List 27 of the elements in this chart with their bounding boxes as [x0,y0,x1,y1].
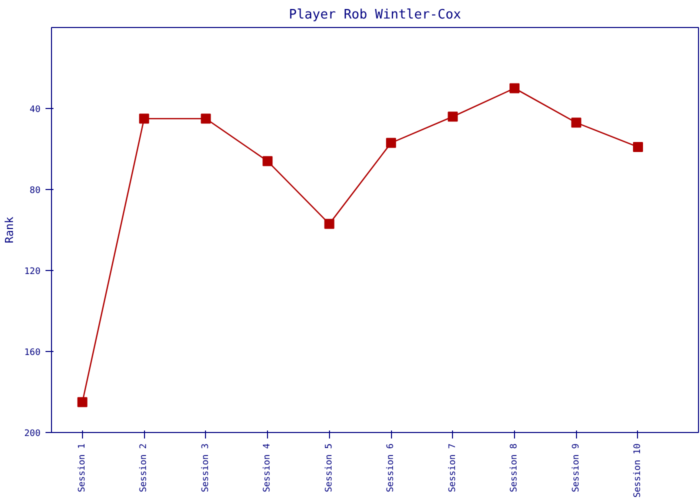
point [510,83,520,94]
point [324,218,334,229]
x-tick-label: Session 5 [324,443,334,492]
point [262,156,273,166]
y-tick-label: 200 [24,429,41,439]
point [200,114,211,124]
x-tick-label: Session 10 [633,443,643,498]
x-tick-label: Session 1 [77,443,88,492]
x-tick-label: Session 8 [510,443,520,492]
x-tick-label: Session 9 [571,443,582,492]
x-tick-label: Session 2 [139,443,150,492]
point [571,118,582,128]
x-tick-label: Session 3 [200,443,211,492]
point [633,142,643,152]
y-tick-label: 40 [30,105,41,115]
y-tick-label: 80 [30,186,41,196]
x-tick-label: Session 4 [262,443,273,492]
y-axis-title: Rank [3,216,16,244]
x-tick-label: Session 6 [386,443,396,492]
x-tick-label: Session 7 [448,443,458,492]
y-tick-label: 120 [24,267,41,277]
chart-title: Player Rob Wintler-Cox [288,8,462,22]
point [448,112,458,122]
point [139,114,150,124]
y-tick-label: 160 [24,348,41,358]
point [77,397,88,408]
point [386,138,396,148]
